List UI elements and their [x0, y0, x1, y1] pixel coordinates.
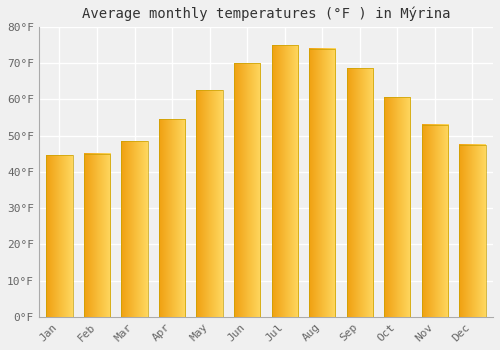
Bar — [309, 49, 336, 317]
Bar — [46, 155, 72, 317]
Bar — [122, 141, 148, 317]
Bar — [384, 97, 410, 317]
Bar — [422, 125, 448, 317]
Bar — [84, 154, 110, 317]
Bar — [346, 69, 373, 317]
Bar — [196, 90, 223, 317]
Title: Average monthly temperatures (°F ) in Mýrina: Average monthly temperatures (°F ) in Mý… — [82, 7, 450, 21]
Bar — [272, 45, 298, 317]
Bar — [234, 63, 260, 317]
Bar — [159, 119, 185, 317]
Bar — [460, 145, 485, 317]
